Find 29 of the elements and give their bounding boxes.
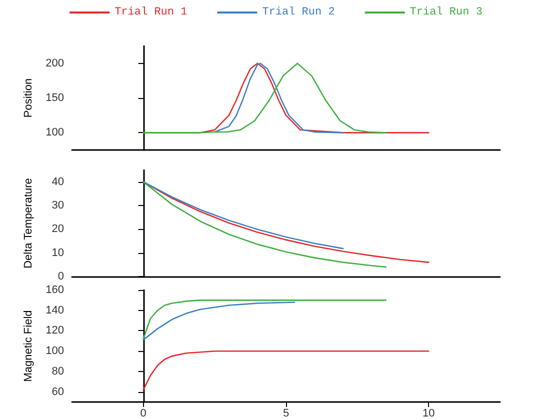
y-tick-label: 100: [46, 345, 64, 358]
legend-label: Trial Run 3: [410, 6, 482, 18]
y-tick-label: 160: [46, 284, 64, 296]
y-tick-label: 120: [46, 324, 64, 337]
y-tick-label: 150: [46, 92, 64, 104]
y-tick-label: 20: [52, 223, 64, 236]
x-tick-label: 10: [422, 408, 435, 419]
y-tick-label: 100: [46, 126, 64, 139]
line-series: [142, 300, 387, 340]
line-series: [214, 62, 344, 134]
y-tick-label: 40: [52, 176, 64, 188]
y-axis-title: Position: [22, 78, 34, 118]
y-tick-label: 200: [46, 57, 64, 70]
line-series: [142, 302, 296, 341]
y-tick-label: 30: [52, 200, 64, 212]
line-series: [142, 350, 430, 390]
y-tick-label: 10: [52, 246, 64, 259]
x-tick-label: 5: [282, 408, 290, 419]
y-tick-label: 140: [46, 304, 64, 316]
y-tick-label: 60: [52, 386, 64, 398]
y-axis-title: Delta Temperature: [22, 178, 34, 268]
line-series: [142, 181, 387, 268]
legend-label: Trial Run 2: [262, 6, 335, 18]
y-tick-label: 80: [52, 365, 64, 378]
x-tick-label: 0: [140, 408, 146, 419]
legend-label: Trial Run 1: [114, 6, 188, 18]
y-axis-title: Magnetic Field: [22, 310, 34, 382]
line-series: [142, 181, 344, 250]
y-tick-label: 0: [58, 270, 64, 282]
